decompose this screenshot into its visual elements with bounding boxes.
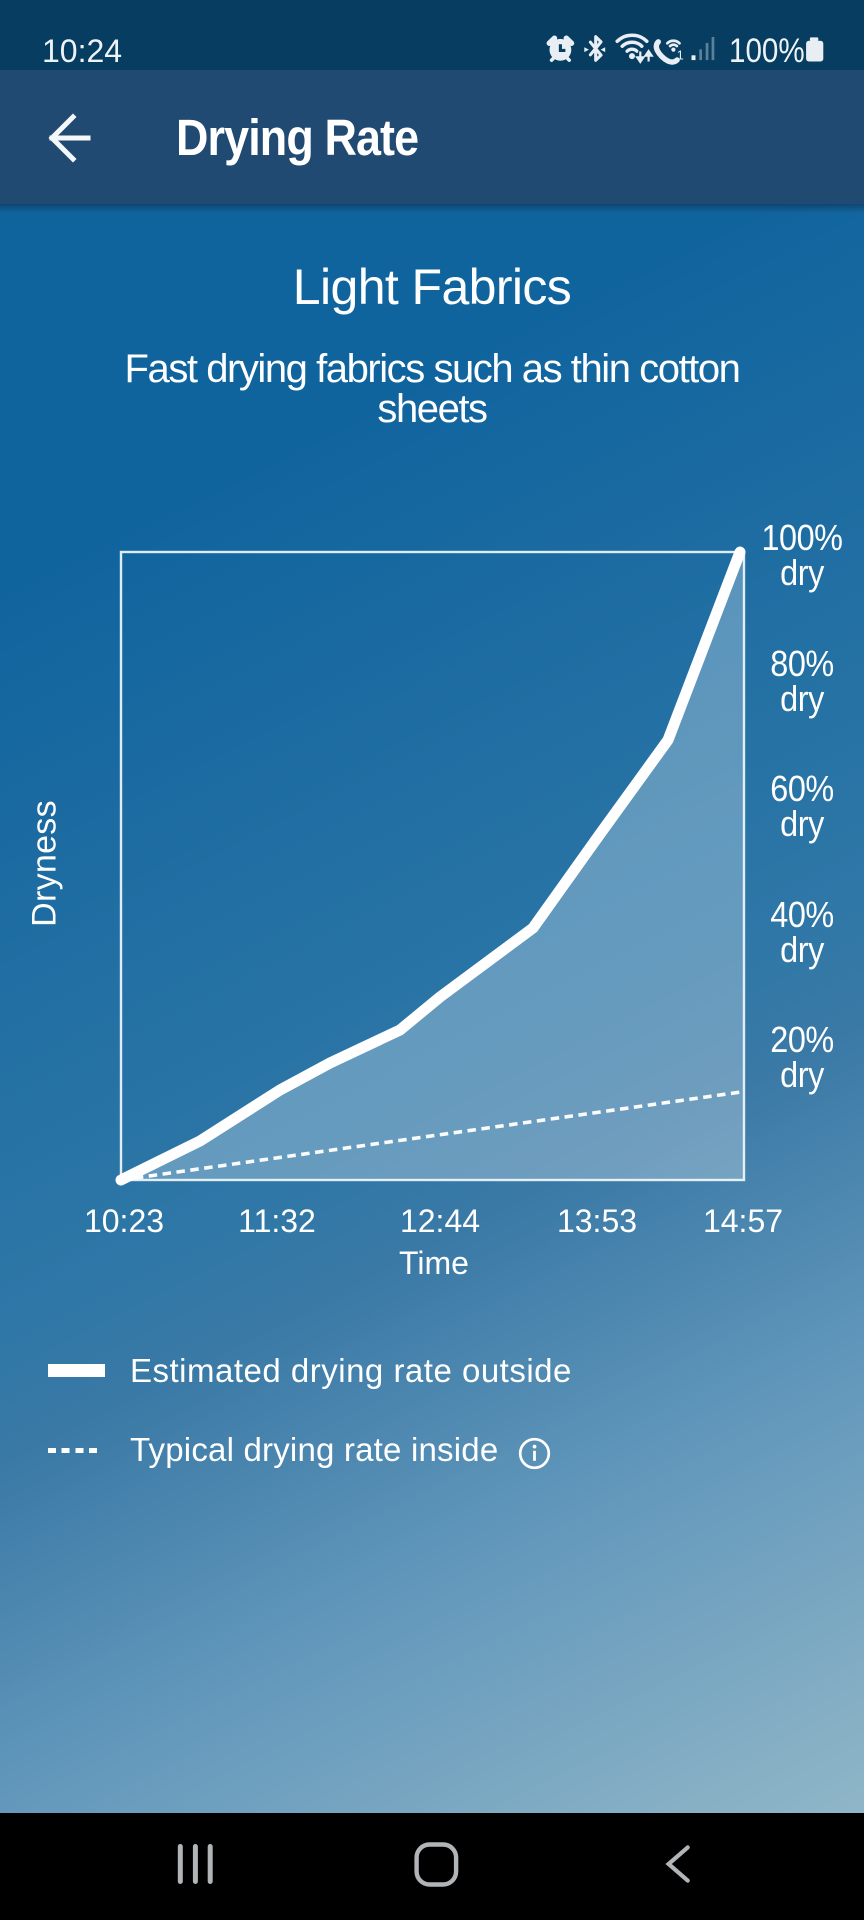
svg-text:1: 1 <box>677 48 684 62</box>
